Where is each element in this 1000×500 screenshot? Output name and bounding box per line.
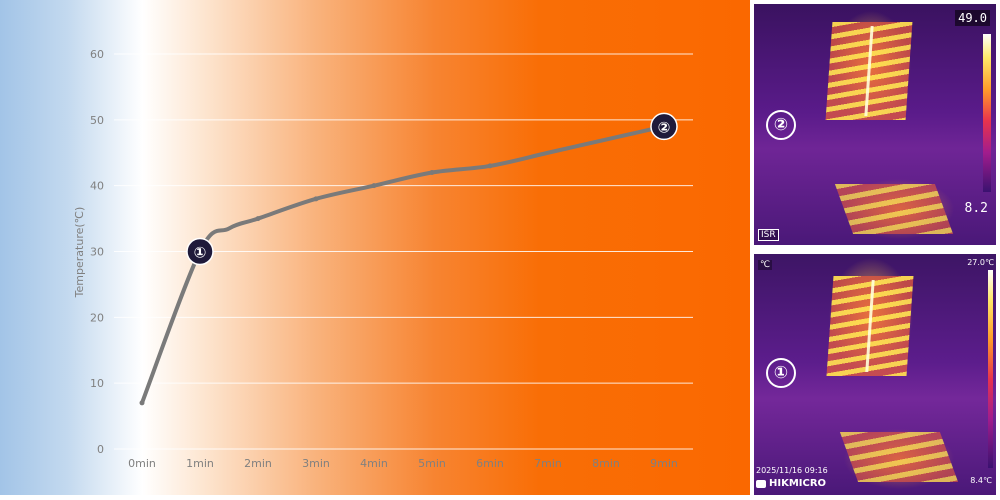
heater-grill-upper <box>826 276 914 376</box>
thermal-image-bottom: ℃ 27.0℃ ① 8.4℃ 2025/11/16 09:16 HIKMICRO <box>754 254 996 495</box>
x-tick-label: 3min <box>302 457 330 470</box>
marker-1-badge: ① <box>766 358 796 388</box>
heater-grill-lower <box>834 184 954 234</box>
heater-grill-upper <box>825 22 913 120</box>
temperature-scale-bar <box>988 270 993 468</box>
y-tick-label: 40 <box>90 180 104 193</box>
unit-tag: ℃ <box>758 260 773 270</box>
scale-min-label: 8.2 <box>964 201 988 216</box>
scale-min-label: 8.4℃ <box>970 476 992 485</box>
temperature-scale-bar <box>983 34 991 192</box>
x-tick-label: 8min <box>592 457 620 470</box>
y-tick-labels: 0 10 20 30 40 50 60 <box>90 48 104 456</box>
chart-panel: 0 10 20 30 40 50 60 0min 1min 2min 3min 4min 5min 6m… <box>0 0 750 495</box>
isr-tag: ISR <box>758 229 779 241</box>
marker-2-circle <box>650 112 678 141</box>
thermal-image-top: ② 49.0 8.2 ISR <box>754 4 996 245</box>
y-tick-label: 10 <box>90 377 104 390</box>
brand-logo: HIKMICRO <box>756 478 826 489</box>
temperature-chart: 0 10 20 30 40 50 60 0min 1min 2min 3min 4min 5min 6m… <box>73 48 678 470</box>
data-point <box>429 170 435 175</box>
x-tick-label: 7min <box>534 457 562 470</box>
x-tick-label: 2min <box>244 457 272 470</box>
x-tick-label: 0min <box>128 457 156 470</box>
marker-1-label: ① <box>194 244 207 262</box>
data-point <box>255 216 261 222</box>
y-axis-title: Temperature(℃) <box>73 207 86 299</box>
y-tick-label: 50 <box>90 114 104 127</box>
marker-1-circle <box>186 237 214 266</box>
heater-grill-lower <box>839 432 959 482</box>
data-point <box>487 163 493 169</box>
marker-layer: ①② <box>186 112 678 266</box>
y-tick-label: 20 <box>90 311 104 324</box>
marker-2-label: ② <box>658 118 671 136</box>
brand-logo-icon <box>756 479 766 488</box>
temperature-series-line <box>140 124 666 405</box>
x-tick-label: 5min <box>418 457 446 470</box>
y-tick-label: 30 <box>90 246 104 259</box>
scale-max-label: 49.0 <box>955 10 990 26</box>
data-point <box>371 183 377 189</box>
x-tick-label: 9min <box>650 457 678 470</box>
data-point <box>313 196 319 202</box>
x-tick-labels: 0min 1min 2min 3min 4min 5min 6min 7min 8min 9min <box>128 457 678 470</box>
data-point <box>139 400 145 406</box>
series-line-layer <box>139 124 666 406</box>
x-tick-label: 6min <box>476 457 504 470</box>
brand-name: HIKMICRO <box>769 478 827 489</box>
scale-max-label: 27.0℃ <box>967 258 994 267</box>
x-tick-label: 1min <box>186 457 214 470</box>
y-tick-label: 0 <box>97 443 104 456</box>
marker-2-badge: ② <box>766 110 796 140</box>
timestamp: 2025/11/16 09:16 <box>756 466 828 475</box>
y-tick-label: 60 <box>90 48 104 61</box>
x-tick-label: 4min <box>360 457 388 470</box>
